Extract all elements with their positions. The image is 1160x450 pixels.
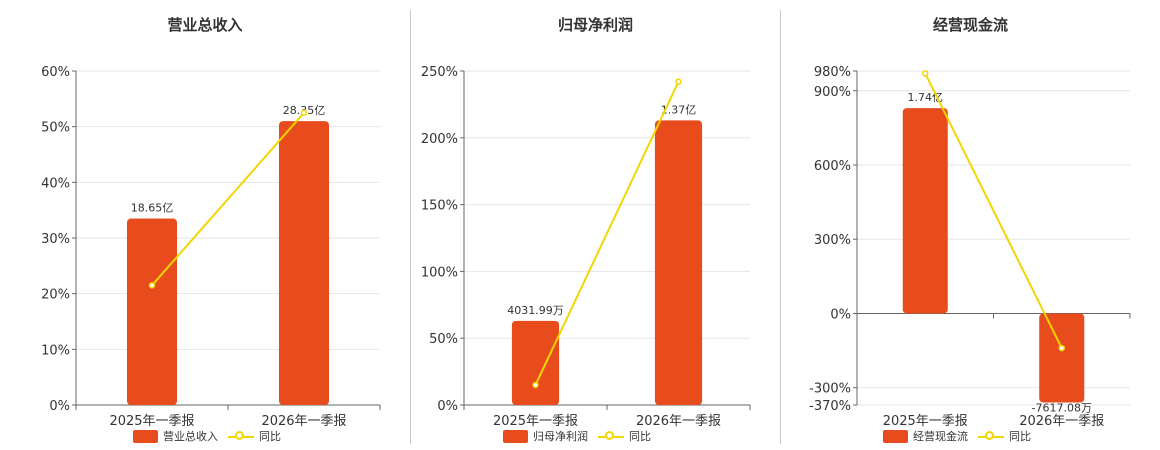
y-tick-label: 300% — [814, 233, 851, 248]
chart-title: 经营现金流 — [932, 16, 1008, 34]
chart-legend: 经营现金流 同比 — [883, 428, 1031, 444]
y-tick-label: 10% — [41, 343, 70, 358]
legend-bar-label: 经营现金流 — [913, 430, 968, 443]
bar — [902, 108, 948, 314]
bar — [511, 320, 560, 405]
chart-panel-revenue: 营业总收入 60% 50% 40% 30% 20% 10% 0% 18.65亿 2025年一季报… — [0, 0, 410, 450]
y-tick-label: -300% — [809, 382, 851, 397]
chart-legend: 营业总收入 同比 — [133, 428, 281, 444]
yoy-line — [151, 112, 305, 286]
legend-line-label: 同比 — [629, 430, 651, 443]
net-profit-chart: 250% 200% 150% 100% 50% 0% 4031.99万 2025年一季报 1.3… — [421, 65, 751, 429]
y-tick-label: 600% — [814, 159, 851, 174]
y-tick-label: 40% — [41, 176, 70, 191]
bar-value-label: -7617.08万 — [1032, 402, 1092, 415]
yoy-point — [675, 78, 682, 85]
y-tick-label: 0% — [830, 307, 851, 322]
panel-divider — [780, 10, 781, 444]
x-tick-label: 2026年一季报 — [261, 414, 346, 429]
yoy-point — [148, 282, 156, 289]
y-tick-label: 200% — [421, 132, 458, 147]
bar-value-label: 18.65亿 — [131, 202, 174, 215]
bar-value-label: 1.74亿 — [908, 91, 944, 104]
y-tick-label: -370% — [809, 399, 851, 414]
yoy-line — [534, 81, 680, 386]
x-tick-label: 2025年一季报 — [883, 414, 968, 429]
legend-line-swatch — [598, 430, 624, 443]
legend-bar-swatch — [133, 429, 158, 443]
chart-title: 归母净利润 — [557, 16, 633, 34]
legend-line-swatch — [978, 430, 1004, 443]
y-tick-label: 20% — [41, 288, 70, 303]
legend-line-label: 同比 — [259, 430, 281, 443]
y-tick-label: 50% — [41, 121, 70, 136]
legend-bar-swatch — [883, 429, 908, 443]
panel-divider — [410, 10, 411, 444]
x-tick-label: 2026年一季报 — [636, 414, 721, 429]
x-tick-label: 2025年一季报 — [109, 414, 194, 429]
bar-value-label: 4031.99万 — [507, 304, 564, 317]
yoy-line — [924, 73, 1063, 349]
chart-title: 营业总收入 — [167, 16, 243, 34]
revenue-chart: 60%50%40%30%20%10%0%18.65亿2025年一季报28.35亿… — [41, 65, 381, 429]
bar — [654, 120, 703, 405]
legend-line-swatch — [228, 430, 254, 443]
y-tick-label: 150% — [421, 199, 458, 214]
y-tick-label: 0% — [437, 399, 458, 414]
legend-bar-swatch — [503, 429, 528, 443]
cash-flow-chart: 980% 900% 600% 300% 0% -300% -370% 1.74亿 2025年一季… — [809, 65, 1131, 429]
y-tick-label: 30% — [41, 232, 70, 247]
y-tick-label: 100% — [421, 265, 458, 280]
chart-panel-net-profit: 归母净利润 250% 200% 150% 100% 50% 0% 4031.99万 2025年… — [411, 0, 780, 450]
yoy-point — [532, 381, 539, 389]
y-tick-label: 900% — [814, 85, 851, 100]
bar-value-label: 1.37亿 — [661, 103, 697, 116]
bar — [1039, 313, 1085, 403]
yoy-point — [1058, 344, 1065, 352]
y-tick-label: 980% — [814, 65, 851, 80]
x-tick-label: 2025年一季报 — [493, 414, 578, 429]
y-tick-label: 50% — [429, 332, 458, 347]
y-tick-label: 60% — [41, 65, 70, 80]
yoy-point — [300, 109, 308, 116]
legend-bar-label: 归母净利润 — [533, 430, 588, 443]
legend-bar-label: 营业总收入 — [163, 430, 218, 443]
y-tick-label: 0% — [49, 399, 70, 414]
yoy-point — [922, 70, 929, 77]
bar — [127, 218, 177, 405]
y-tick-label: 250% — [421, 65, 458, 80]
chart-panel-cash-flow: 经营现金流 980% 900% 600% 300% 0% -300% -370% 1.74亿 2… — [781, 0, 1160, 450]
x-tick-label: 2026年一季报 — [1019, 414, 1104, 429]
legend-line-label: 同比 — [1009, 430, 1031, 443]
chart-legend: 归母净利润 同比 — [503, 428, 651, 444]
bar — [279, 121, 329, 405]
